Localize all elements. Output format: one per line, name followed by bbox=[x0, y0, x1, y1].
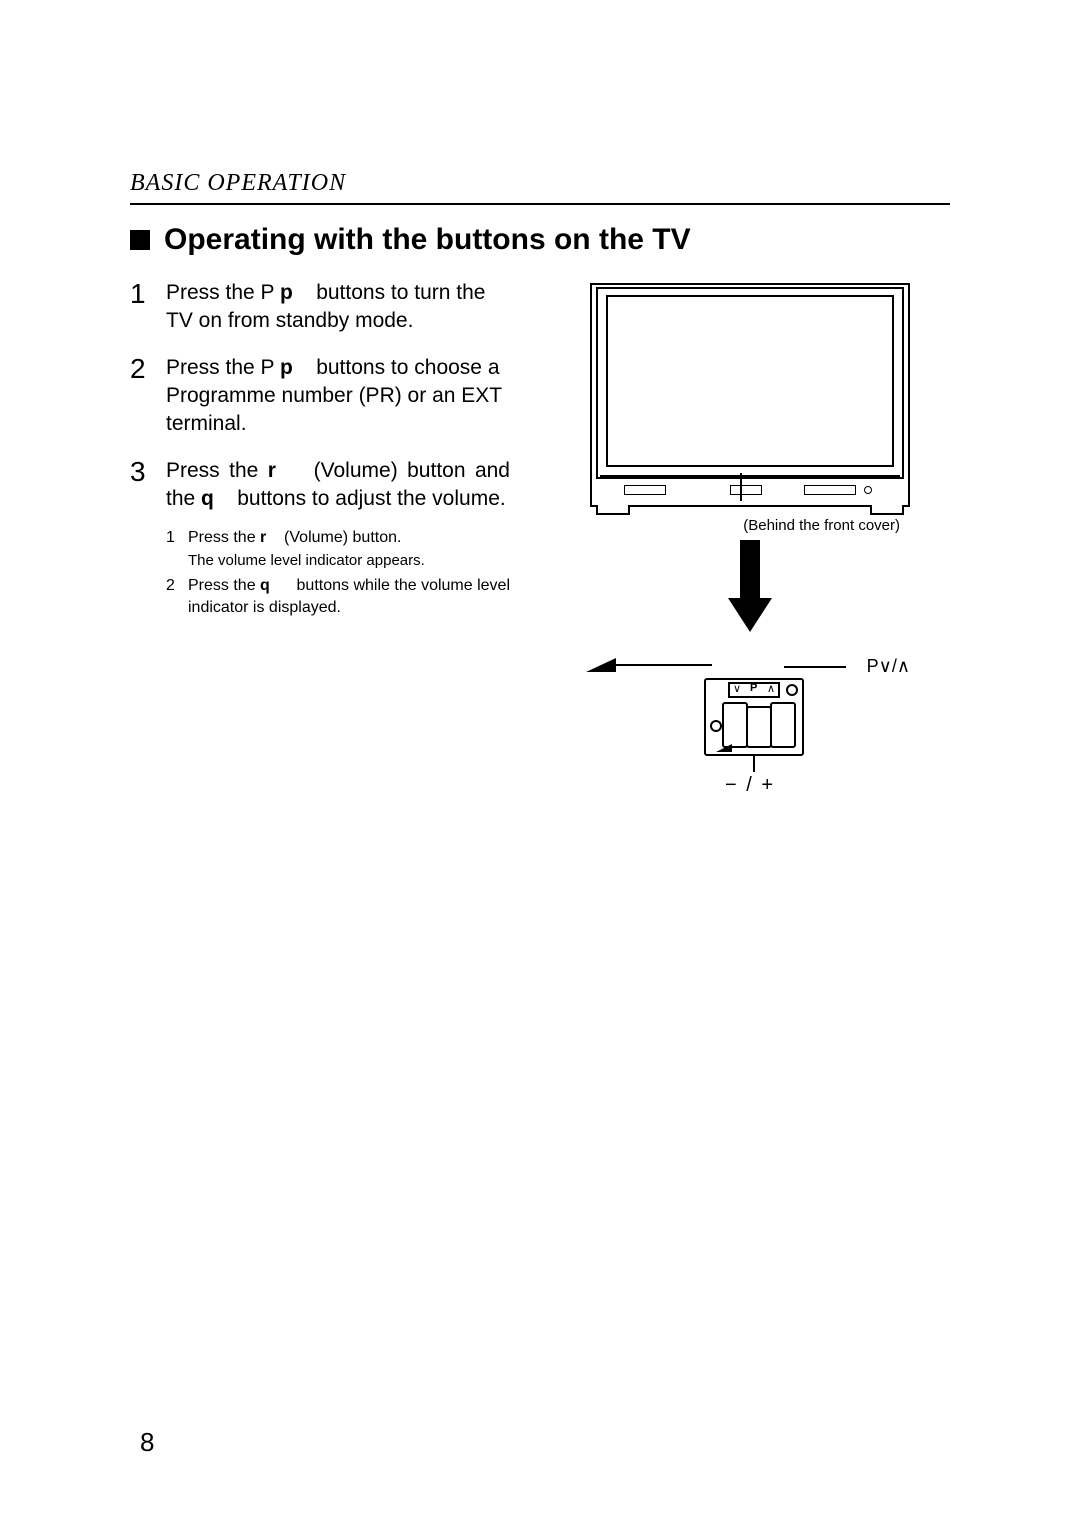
control-panel-area: P∨/∧ ∨ P ∧ bbox=[580, 644, 920, 824]
step-number: 1 bbox=[130, 279, 150, 336]
tv-slot bbox=[624, 485, 666, 495]
control-panel: ∨ P ∧ bbox=[704, 678, 804, 756]
title-row: Operating with the buttons on the TV bbox=[130, 223, 950, 257]
page-number: 8 bbox=[140, 1427, 154, 1458]
panel-button bbox=[770, 702, 796, 748]
symbol-r: r bbox=[268, 459, 276, 482]
volume-icon bbox=[716, 744, 732, 752]
tv-feet bbox=[590, 505, 910, 515]
step-text: Press the bbox=[166, 459, 268, 482]
substep-note: The volume level indicator appears. bbox=[188, 551, 510, 571]
tv-wrap: (Behind the front cover) P∨/∧ ∨ bbox=[580, 283, 920, 824]
substep-body: Press the r (Volume) button. The volume … bbox=[188, 527, 510, 571]
tv-screen bbox=[606, 295, 894, 467]
panel-knob bbox=[710, 720, 722, 732]
step-number: 2 bbox=[130, 354, 150, 439]
step-text: Press the P bbox=[166, 281, 280, 304]
substep-text: (Volume) button. bbox=[280, 529, 402, 546]
symbol-p: p bbox=[280, 356, 293, 379]
pv-buttons-strip: ∨ P ∧ bbox=[728, 682, 780, 698]
substep-number: 2 bbox=[166, 575, 178, 618]
step-number: 3 bbox=[130, 457, 150, 623]
symbol-q: q bbox=[201, 487, 214, 510]
symbol-r: r bbox=[260, 529, 266, 546]
step-body: Press the P p buttons to turn the TV on … bbox=[166, 279, 510, 336]
illustration-column: (Behind the front cover) P∨/∧ ∨ bbox=[550, 279, 950, 824]
substep-number: 1 bbox=[166, 527, 178, 571]
tv-slot bbox=[804, 485, 856, 495]
substep-text: Press the bbox=[188, 577, 260, 594]
page-title: Operating with the buttons on the TV bbox=[164, 223, 691, 257]
callout-line bbox=[616, 664, 712, 666]
p-label: P bbox=[750, 682, 757, 694]
step-3: 3 Press the r (Volume) button and the q … bbox=[130, 457, 510, 623]
callout-line bbox=[784, 666, 846, 668]
arrow-down-icon bbox=[730, 540, 770, 636]
substep-body: Press the q buttons while the volume lev… bbox=[188, 575, 510, 618]
steps-column: 1 Press the P p buttons to turn the TV o… bbox=[130, 279, 510, 824]
panel-button bbox=[746, 706, 772, 748]
tv-illustration bbox=[590, 283, 910, 507]
panel-button bbox=[722, 702, 748, 748]
chevron-down-icon: ∨ bbox=[733, 682, 741, 695]
tv-led-icon bbox=[864, 486, 872, 494]
illustration-caption: (Behind the front cover) bbox=[580, 517, 900, 534]
page: BASIC OPERATION Operating with the butto… bbox=[0, 0, 1080, 1528]
tv-slot bbox=[730, 485, 762, 495]
callout-line bbox=[740, 473, 742, 501]
step-body: Press the r (Volume) button and the q bu… bbox=[166, 457, 510, 623]
step-1: 1 Press the P p buttons to turn the TV o… bbox=[130, 279, 510, 336]
content-columns: 1 Press the P p buttons to turn the TV o… bbox=[130, 279, 950, 824]
tv-base bbox=[600, 475, 900, 497]
substep-2: 2 Press the q buttons while the volume l… bbox=[166, 575, 510, 618]
panel-knob bbox=[786, 684, 798, 696]
step-2: 2 Press the P p buttons to choose a Prog… bbox=[130, 354, 510, 439]
symbol-p: p bbox=[280, 281, 293, 304]
step-text: Press the P bbox=[166, 356, 280, 379]
minus-plus-label: − / + bbox=[580, 774, 920, 797]
substeps: 1 Press the r (Volume) button. The volum… bbox=[166, 527, 510, 618]
volume-icon bbox=[586, 658, 616, 672]
chevron-up-icon: ∧ bbox=[767, 682, 775, 695]
title-bullet-icon bbox=[130, 230, 150, 250]
substep-text: Press the bbox=[188, 529, 260, 546]
pv-label: P∨/∧ bbox=[867, 656, 910, 677]
step-text: buttons to adjust the volume. bbox=[231, 487, 505, 510]
callout-line bbox=[753, 754, 755, 772]
step-body: Press the P p buttons to choose a Progra… bbox=[166, 354, 510, 439]
substep-1: 1 Press the r (Volume) button. The volum… bbox=[166, 527, 510, 571]
symbol-q: q bbox=[260, 577, 270, 594]
running-head: BASIC OPERATION bbox=[130, 170, 950, 205]
